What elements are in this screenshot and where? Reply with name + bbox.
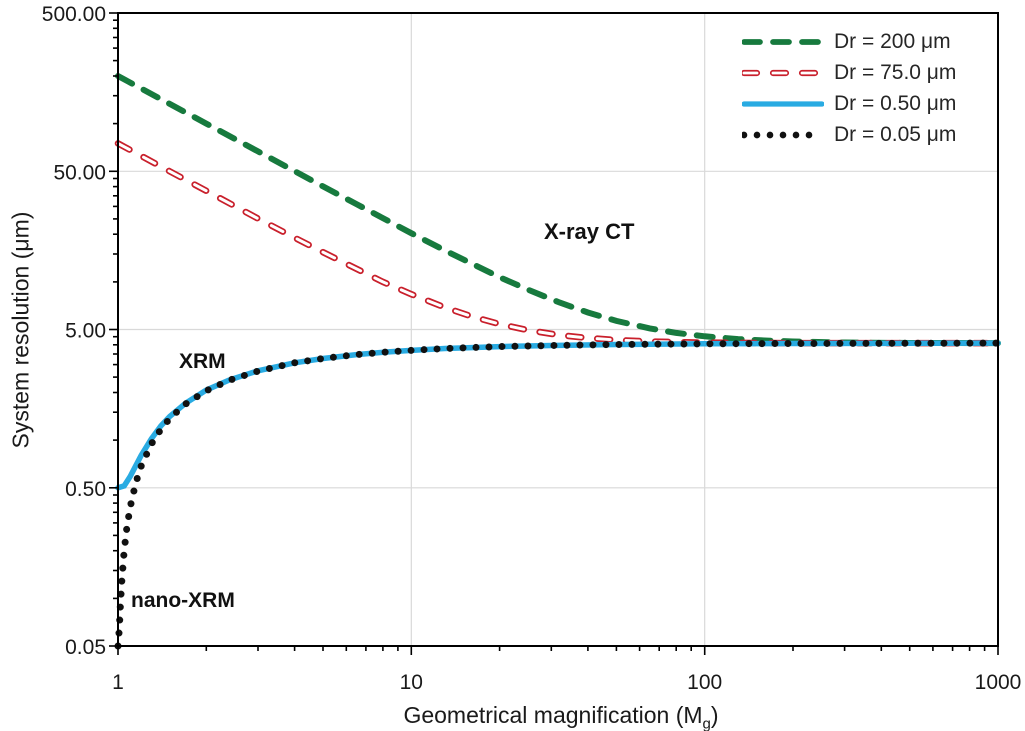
legend-swatch-solid (742, 100, 824, 107)
legend: Dr = 200 μm Dr = 75.0 μm Dr = 0.50 μm Dr = … (742, 26, 956, 150)
y-tick-label: 500.00 (42, 3, 106, 26)
legend-item-label: Dr = 200 μm (834, 29, 951, 53)
y-tick-label: 0.05 (65, 636, 106, 659)
legend-item: Dr = 200 μm (742, 26, 956, 57)
legend-item: Dr = 75.0 μm (742, 57, 956, 88)
x-axis-title-close: ) (710, 702, 719, 728)
x-axis-title-subscript: g (702, 715, 711, 731)
x-tick-label: 1000 (975, 671, 1022, 694)
legend-item-label: Dr = 75.0 μm (834, 60, 957, 84)
annotation-xrm: XRM (179, 350, 226, 373)
series-line (114, 339, 1002, 650)
series-line (115, 73, 1001, 347)
y-tick-label: 50.00 (53, 161, 106, 184)
legend-item: Dr = 0.05 μm (742, 119, 956, 150)
legend-item-label: Dr = 0.50 μm (834, 91, 957, 115)
annotation-xray-ct: X-ray CT (544, 219, 635, 244)
x-tick-label: 1 (112, 671, 124, 694)
legend-swatch-dashed-thick (742, 38, 824, 45)
x-tick-label: 100 (687, 671, 722, 694)
x-axis-title: Geometrical magnification (Mg) (403, 702, 718, 731)
legend-item-label: Dr = 0.05 μm (834, 122, 957, 146)
legend-swatch-dotted (742, 131, 824, 138)
y-tick-label: 5.00 (65, 320, 106, 343)
legend-item: Dr = 0.50 μm (742, 88, 956, 119)
annotation-nano-xrm: nano-XRM (131, 589, 235, 612)
legend-swatch-dashed-open (742, 69, 824, 76)
x-tick-label: 10 (400, 671, 423, 694)
y-tick-label: 0.50 (65, 478, 106, 501)
y-axis-title: System resolution (μm) (7, 211, 34, 449)
x-axis-title-text: Geometrical magnification (M (403, 702, 703, 728)
series-line (115, 340, 1001, 491)
